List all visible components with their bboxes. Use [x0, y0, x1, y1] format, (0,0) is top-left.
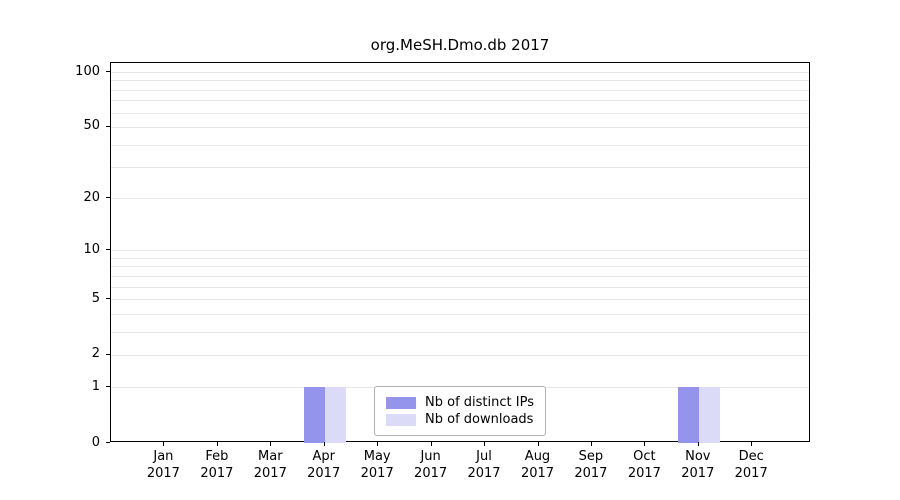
bar-nov-distinct-ips [677, 387, 699, 443]
gridline [111, 126, 809, 128]
y-tick-label: 5 [91, 290, 100, 306]
gridline [111, 313, 809, 315]
x-tick-label: Dec 2017 [734, 449, 768, 481]
x-tick-mark [323, 442, 325, 446]
y-tick-label: 10 [83, 241, 100, 257]
legend-swatch-distinct-ips [386, 396, 417, 409]
gridline [111, 299, 809, 300]
y-tick-label: 1 [91, 378, 100, 394]
legend-item-distinct-ips: Nb of distinct IPs [386, 394, 534, 411]
x-tick-label: Mar 2017 [253, 449, 287, 481]
x-tick-mark [537, 442, 539, 446]
plot-area: Nb of distinct IPs Nb of downloads [110, 62, 810, 443]
x-tick-label: Jul 2017 [467, 449, 501, 481]
y-tick-label: 100 [75, 63, 100, 79]
gridline [111, 112, 809, 114]
bar-apr-downloads [324, 387, 346, 443]
gridline [111, 166, 809, 168]
x-tick-label: Sep 2017 [574, 449, 608, 481]
y-tick-label: 50 [83, 118, 100, 134]
x-tick-mark [590, 442, 592, 446]
y-tick-label: 0 [91, 434, 100, 450]
legend-label-downloads: Nb of downloads [425, 412, 534, 427]
gridline [111, 286, 809, 288]
gridline [111, 266, 809, 268]
x-tick-mark [163, 442, 165, 446]
gridline [111, 275, 809, 277]
x-tick-label: Nov 2017 [681, 449, 715, 481]
y-tick-mark [106, 353, 110, 355]
x-tick-label: Apr 2017 [307, 449, 341, 481]
gridline [111, 80, 809, 82]
y-tick-mark [106, 298, 110, 299]
x-tick-mark [484, 442, 485, 446]
x-tick-mark [697, 442, 699, 446]
gridline [111, 198, 809, 200]
y-tick-mark [106, 442, 110, 443]
gridline [111, 144, 809, 146]
x-tick-label: May 2017 [360, 449, 394, 481]
x-tick-mark [270, 442, 272, 446]
bar-nov-downloads [698, 387, 720, 443]
y-tick-label: 2 [91, 346, 100, 362]
gridline [111, 100, 809, 102]
x-tick-mark [751, 442, 753, 446]
y-tick-mark [106, 125, 110, 127]
legend-label-distinct-ips: Nb of distinct IPs [425, 395, 534, 410]
legend-item-downloads: Nb of downloads [386, 411, 534, 428]
y-tick-mark [106, 386, 110, 388]
y-tick-mark [106, 71, 110, 72]
y-tick-mark [106, 249, 110, 251]
x-tick-label: Aug 2017 [520, 449, 555, 481]
y-tick-label: 20 [83, 189, 100, 205]
legend: Nb of distinct IPs Nb of downloads [374, 386, 546, 436]
gridline [111, 250, 809, 252]
x-tick-mark [644, 442, 646, 446]
x-tick-label: Jun 2017 [414, 449, 448, 481]
legend-swatch-downloads [386, 413, 417, 426]
x-tick-label: Jan 2017 [146, 449, 180, 481]
gridline [111, 72, 809, 73]
y-tick-mark [106, 197, 110, 199]
gridline [111, 89, 809, 91]
x-tick-label: Oct 2017 [627, 449, 661, 481]
bar-apr-distinct-ips [303, 387, 325, 443]
gridline [111, 354, 809, 356]
x-tick-label: Feb 2017 [200, 449, 234, 481]
x-tick-mark [430, 442, 432, 446]
x-tick-mark [216, 442, 218, 446]
chart-title: org.MeSH.Dmo.db 2017 [370, 36, 550, 54]
gridline [111, 257, 809, 259]
x-tick-mark [377, 442, 379, 446]
gridline [111, 331, 809, 333]
